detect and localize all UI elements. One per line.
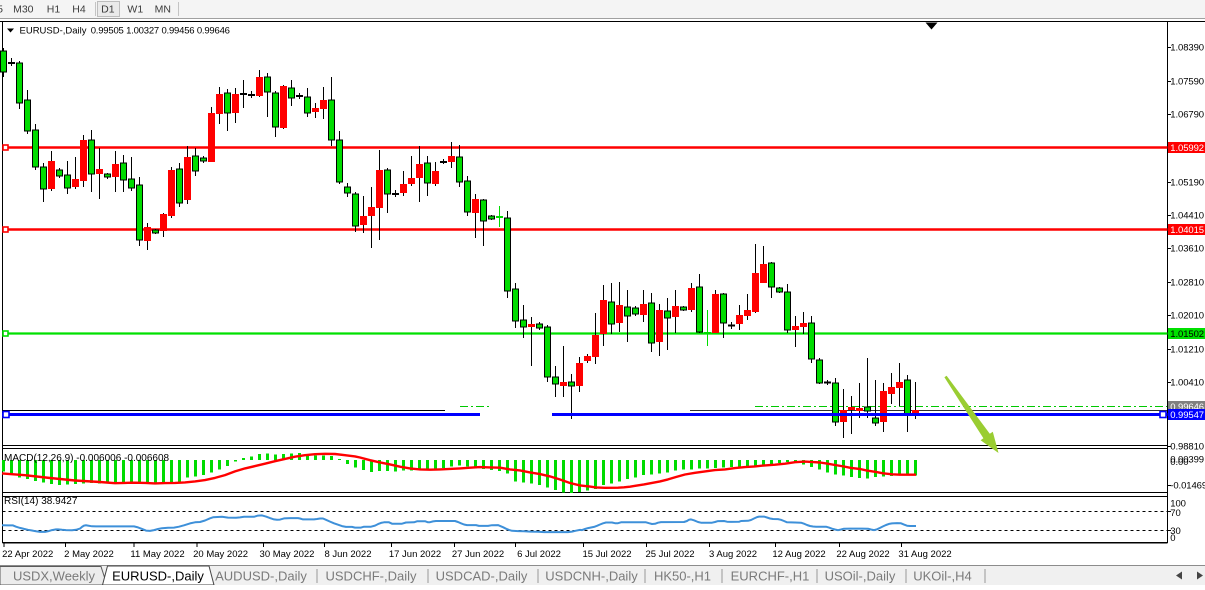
svg-text:0.00: 0.00 xyxy=(1170,457,1188,468)
svg-text:H1: H1 xyxy=(47,4,61,16)
svg-text:USDCHF-,Daily: USDCHF-,Daily xyxy=(326,569,418,584)
svg-text:0.98810: 0.98810 xyxy=(1170,442,1204,453)
svg-text:USDX,Weekly: USDX,Weekly xyxy=(13,569,96,584)
svg-text:RSI(14) 38.9427: RSI(14) 38.9427 xyxy=(4,496,78,507)
svg-text:MN: MN xyxy=(155,4,171,16)
svg-text:1.02010: 1.02010 xyxy=(1170,311,1204,322)
svg-text:1.07590: 1.07590 xyxy=(1170,77,1204,88)
svg-text:3 Aug 2022: 3 Aug 2022 xyxy=(709,549,757,560)
svg-text:UKOil-,H4: UKOil-,H4 xyxy=(913,569,972,584)
svg-text:17 Jun 2022: 17 Jun 2022 xyxy=(389,549,441,560)
svg-text:USOil-,Daily: USOil-,Daily xyxy=(825,569,896,584)
svg-text:0.99646: 0.99646 xyxy=(1170,402,1204,413)
svg-text:EURUSD-,Daily: EURUSD-,Daily xyxy=(112,569,204,584)
svg-text:EURCHF-,H1: EURCHF-,H1 xyxy=(731,569,810,584)
svg-text:0: 0 xyxy=(1170,533,1175,544)
svg-text:20 May 2022: 20 May 2022 xyxy=(193,549,248,560)
svg-text:0.99505 1.00327 0.99456 0.9964: 0.99505 1.00327 0.99456 0.99646 xyxy=(91,26,230,37)
svg-text:1.05992: 1.05992 xyxy=(1170,143,1204,154)
svg-text:100: 100 xyxy=(1170,499,1186,510)
svg-text:1.01210: 1.01210 xyxy=(1170,345,1204,356)
svg-text:1.05190: 1.05190 xyxy=(1170,178,1204,189)
svg-text:AUDUSD-,Daily: AUDUSD-,Daily xyxy=(215,569,307,584)
svg-text:1.03610: 1.03610 xyxy=(1170,244,1204,255)
svg-text:1.02810: 1.02810 xyxy=(1170,278,1204,289)
svg-text:22 Aug 2022: 22 Aug 2022 xyxy=(836,549,889,560)
svg-text:1.06790: 1.06790 xyxy=(1170,110,1204,121)
svg-text:12 Aug 2022: 12 Aug 2022 xyxy=(772,549,825,560)
svg-text:H4: H4 xyxy=(72,4,86,16)
svg-text:USDCAD-,Daily: USDCAD-,Daily xyxy=(436,569,528,584)
svg-text:USDCNH-,Daily: USDCNH-,Daily xyxy=(545,569,638,584)
svg-text:6 Jul 2022: 6 Jul 2022 xyxy=(517,549,561,560)
svg-text:1.04015: 1.04015 xyxy=(1170,225,1204,236)
svg-text:31 Aug 2022: 31 Aug 2022 xyxy=(898,549,951,560)
svg-text:0.99547: 0.99547 xyxy=(1170,410,1204,421)
svg-text:22 Apr 2022: 22 Apr 2022 xyxy=(2,549,53,560)
svg-text:0.00399: 0.00399 xyxy=(1170,455,1204,466)
svg-text:70: 70 xyxy=(1170,508,1180,519)
svg-text:8 Jun 2022: 8 Jun 2022 xyxy=(324,549,371,560)
svg-text:D1: D1 xyxy=(101,4,115,16)
svg-text:1.00410: 1.00410 xyxy=(1170,378,1204,389)
svg-text:1.08390: 1.08390 xyxy=(1170,43,1204,54)
svg-text:30 May 2022: 30 May 2022 xyxy=(260,549,315,560)
svg-text:27 Jun 2022: 27 Jun 2022 xyxy=(452,549,504,560)
svg-text:1.01502: 1.01502 xyxy=(1170,329,1204,340)
svg-text:M30: M30 xyxy=(13,4,34,16)
svg-text:HK50-,H1: HK50-,H1 xyxy=(654,569,711,584)
svg-text:1.04410: 1.04410 xyxy=(1170,211,1204,222)
svg-text:30: 30 xyxy=(1170,526,1180,537)
svg-text:-0.01469: -0.01469 xyxy=(1170,481,1205,492)
svg-text:2 May 2022: 2 May 2022 xyxy=(64,549,114,560)
svg-text:25 Jul 2022: 25 Jul 2022 xyxy=(645,549,694,560)
svg-text:EURUSD-,Daily: EURUSD-,Daily xyxy=(20,26,87,37)
svg-text:5: 5 xyxy=(0,4,3,16)
svg-text:W1: W1 xyxy=(127,4,143,16)
svg-text:11 May 2022: 11 May 2022 xyxy=(130,549,184,560)
svg-text:15 Jul 2022: 15 Jul 2022 xyxy=(582,549,631,560)
svg-text:MACD(12,26,9) -0.006006 -0.006: MACD(12,26,9) -0.006006 -0.006608 xyxy=(4,453,170,464)
